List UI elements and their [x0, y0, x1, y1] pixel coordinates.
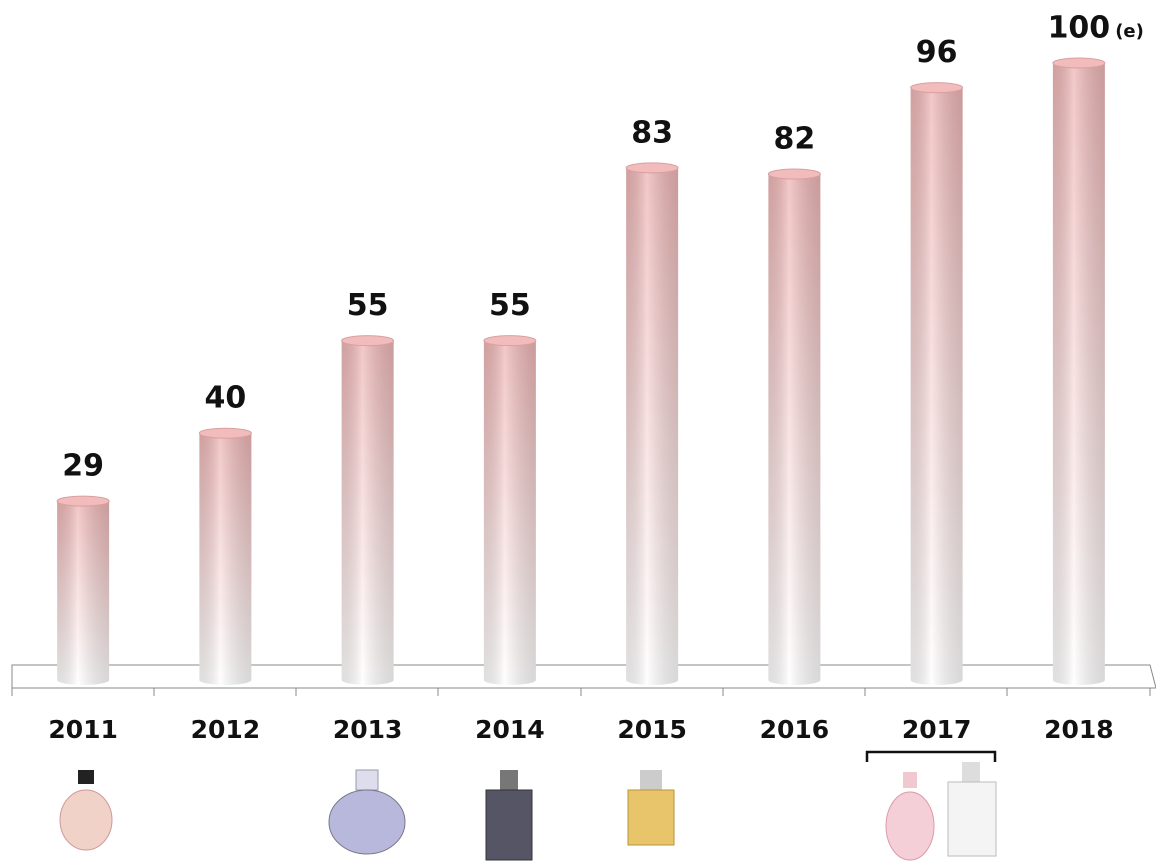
bar-top — [767, 168, 821, 180]
bar — [56, 495, 110, 685]
x-tick-label: 2018 — [1044, 715, 1114, 744]
bar — [910, 82, 964, 686]
value-label: 55 — [489, 288, 531, 323]
bar-top — [1052, 57, 1106, 69]
x-tick-label: 2014 — [475, 715, 545, 744]
bar-shade — [1052, 63, 1105, 685]
x-tick-label: 2017 — [902, 715, 972, 744]
bar-shade — [483, 340, 536, 685]
bar-shade — [910, 87, 963, 686]
bar-shade — [341, 340, 394, 685]
floor — [11, 664, 1156, 696]
bar-top — [483, 335, 537, 347]
bar-top — [198, 427, 252, 439]
estimate-label: (e) — [1115, 21, 1144, 42]
bar — [341, 335, 395, 685]
x-tick-label: 2013 — [333, 715, 403, 744]
bar-shade — [199, 433, 252, 685]
bar — [1052, 57, 1106, 685]
value-label: 96 — [916, 35, 958, 70]
bar — [198, 427, 252, 685]
bracket — [865, 750, 997, 762]
bar-shade — [626, 167, 679, 685]
value-label: 100 — [1048, 11, 1111, 46]
value-label: 40 — [205, 381, 247, 416]
bar — [483, 335, 537, 685]
bar-top — [341, 335, 395, 347]
bar-top — [56, 495, 110, 507]
x-tick-label: 2015 — [617, 715, 687, 744]
x-tick-label: 2012 — [191, 715, 261, 744]
bar-top — [910, 82, 964, 94]
perfume-images — [59, 762, 997, 861]
x-tick-label: 2011 — [48, 715, 118, 744]
bar-shade — [768, 174, 821, 685]
bar — [767, 168, 821, 685]
bar-shade — [57, 501, 110, 685]
value-label: 83 — [631, 115, 673, 150]
value-label: 82 — [774, 122, 816, 157]
value-label: 29 — [62, 449, 104, 484]
bar — [625, 162, 679, 685]
x-tick-label: 2016 — [760, 715, 830, 744]
bar-top — [625, 162, 679, 174]
value-label: 55 — [347, 288, 389, 323]
